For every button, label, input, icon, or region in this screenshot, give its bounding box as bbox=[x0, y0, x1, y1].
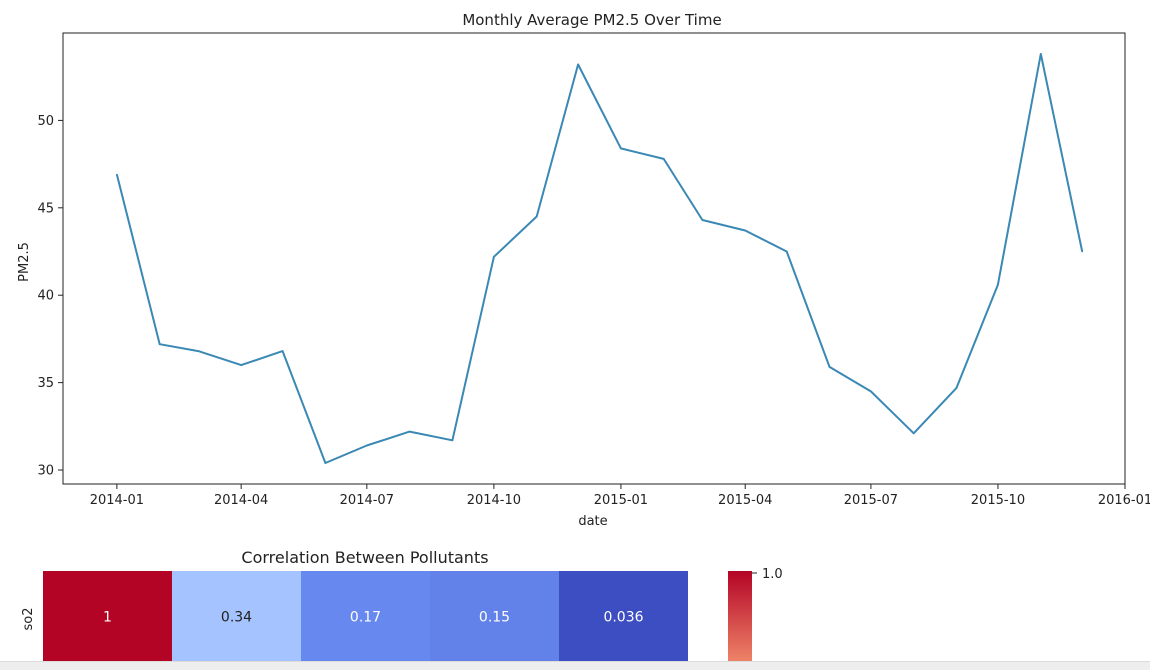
heatmap-row-label: so2 bbox=[21, 608, 36, 631]
data-point bbox=[828, 366, 831, 368]
heatmap-cell bbox=[43, 571, 172, 662]
data-point bbox=[240, 364, 242, 366]
line-chart-title: Monthly Average PM2.5 Over Time bbox=[462, 11, 721, 29]
x-tick-label: 2014-10 bbox=[467, 493, 521, 508]
data-point bbox=[535, 215, 538, 218]
x-tick-label: 2014-01 bbox=[90, 493, 144, 508]
pm25-series-line bbox=[115, 53, 1084, 464]
data-point bbox=[620, 147, 622, 150]
data-point bbox=[870, 390, 872, 393]
data-point bbox=[493, 255, 495, 258]
colorbar-tick-label: 1.0 bbox=[762, 567, 783, 582]
data-point bbox=[324, 462, 327, 464]
data-point bbox=[451, 439, 454, 442]
heatmap-cell-label: 0.34 bbox=[221, 610, 252, 626]
data-point bbox=[116, 173, 118, 176]
y-tick-label: 40 bbox=[37, 289, 54, 304]
data-point bbox=[577, 63, 579, 66]
x-tick-label: 2015-04 bbox=[718, 493, 772, 508]
heatmap-cell-label: 1 bbox=[103, 610, 112, 626]
y-tick-label: 30 bbox=[37, 464, 54, 479]
data-point bbox=[197, 350, 200, 352]
correlation-heatmap: Correlation Between Pollutants 1 0.34 0.17… bbox=[21, 548, 783, 662]
data-point bbox=[701, 219, 704, 221]
pm25-series-points bbox=[116, 53, 1083, 464]
data-point bbox=[1081, 250, 1083, 253]
data-point bbox=[955, 387, 958, 389]
heatmap-cell bbox=[301, 571, 430, 662]
data-point bbox=[744, 229, 747, 232]
plot-area bbox=[62, 32, 1126, 485]
data-point bbox=[785, 250, 788, 253]
data-point bbox=[158, 343, 161, 345]
x-tick-label: 2015-10 bbox=[971, 493, 1025, 508]
x-tick-label: 2014-04 bbox=[214, 493, 268, 508]
colorbar: 1.0 bbox=[728, 567, 783, 662]
y-tick-label: 50 bbox=[37, 114, 54, 129]
line-chart: Monthly Average PM2.5 Over Time 2014-01 2… bbox=[17, 11, 1150, 529]
heatmap-cell bbox=[172, 571, 301, 662]
x-tick-label: 2015-07 bbox=[844, 493, 898, 508]
data-point bbox=[912, 432, 915, 435]
x-axis-ticks: 2014-01 2014-04 2014-07 2014-10 2015-01 2015-… bbox=[90, 484, 1150, 508]
y-axis-label: PM2.5 bbox=[17, 242, 32, 282]
data-point bbox=[997, 283, 999, 286]
data-point bbox=[1039, 53, 1042, 55]
x-tick-label: 2016-01 bbox=[1098, 493, 1150, 508]
heatmap-cell bbox=[559, 571, 688, 662]
data-point bbox=[366, 444, 368, 447]
heatmap-cell bbox=[430, 571, 559, 662]
window-bottom-edge bbox=[0, 661, 1150, 670]
y-tick-label: 35 bbox=[37, 376, 54, 391]
heatmap-title: Correlation Between Pollutants bbox=[241, 548, 488, 567]
heatmap-cells: 1 0.34 0.17 0.15 0.036 bbox=[43, 571, 688, 662]
heatmap-cell-label: 0.17 bbox=[350, 610, 381, 626]
y-axis-ticks: 30 35 40 45 50 bbox=[37, 114, 63, 479]
data-point bbox=[281, 350, 284, 352]
data-point bbox=[662, 158, 665, 160]
x-tick-label: 2015-01 bbox=[594, 493, 648, 508]
heatmap-cell-label: 0.15 bbox=[479, 610, 510, 626]
x-axis-label: date bbox=[578, 514, 607, 529]
colorbar-gradient bbox=[728, 571, 752, 662]
heatmap-cell-label: 0.036 bbox=[603, 610, 643, 626]
x-tick-label: 2014-07 bbox=[340, 493, 394, 508]
data-point bbox=[408, 430, 411, 433]
y-tick-label: 45 bbox=[37, 201, 54, 216]
